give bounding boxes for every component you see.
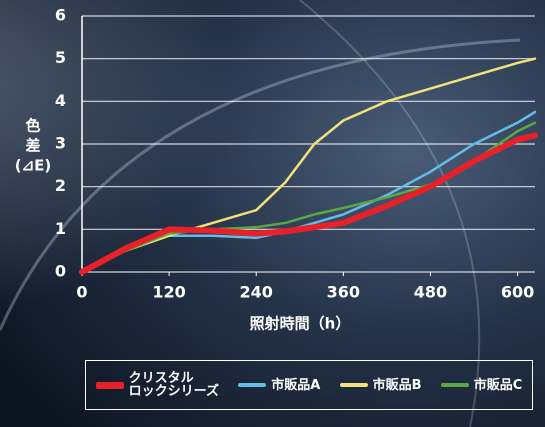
legend-swatch bbox=[440, 383, 469, 387]
y-tick-label: 1 bbox=[55, 219, 66, 238]
legend-item: 市販品A bbox=[238, 379, 320, 392]
y-tick-label: 0 bbox=[55, 262, 66, 281]
x-axis-label: 照射時間（h） bbox=[250, 315, 351, 333]
legend-item: 市販品B bbox=[339, 377, 422, 393]
series-line bbox=[79, 132, 538, 275]
legend-swatch bbox=[238, 383, 267, 387]
legend-label: クリスタル ロックシリーズ bbox=[128, 371, 219, 399]
y-axis-label: 色 bbox=[25, 117, 40, 135]
x-tick-label: 240 bbox=[240, 283, 273, 302]
y-tick-label: 6 bbox=[55, 6, 66, 25]
x-tick-label: 600 bbox=[501, 283, 534, 302]
backdrop-arc bbox=[0, 38, 521, 331]
legend-item: 市販品C bbox=[440, 377, 523, 393]
y-axis-label: (⊿E) bbox=[15, 157, 52, 175]
y-tick-label: 4 bbox=[55, 91, 66, 110]
series-line bbox=[80, 57, 537, 274]
y-tick-label: 2 bbox=[55, 176, 66, 195]
legend-swatch bbox=[339, 383, 368, 387]
backdrop-glow bbox=[0, 0, 360, 340]
legend-swatch bbox=[95, 381, 124, 389]
legend-label: 市販品C bbox=[473, 377, 523, 393]
x-tick-label: 360 bbox=[327, 283, 360, 302]
y-axis-label: 差 bbox=[25, 137, 40, 155]
legend-label: 市販品B bbox=[372, 377, 422, 393]
legend-item: クリスタル ロックシリーズ bbox=[95, 371, 219, 399]
y-tick-label: 5 bbox=[55, 48, 66, 67]
legend: クリスタル ロックシリーズ 市販品A 市販品B 市販品C bbox=[85, 360, 533, 410]
x-tick-label: 0 bbox=[76, 283, 87, 302]
y-tick-label: 3 bbox=[55, 134, 66, 153]
legend-label: 市販品A bbox=[271, 377, 321, 393]
x-tick-label: 120 bbox=[152, 283, 185, 302]
x-tick-label: 480 bbox=[414, 283, 447, 302]
